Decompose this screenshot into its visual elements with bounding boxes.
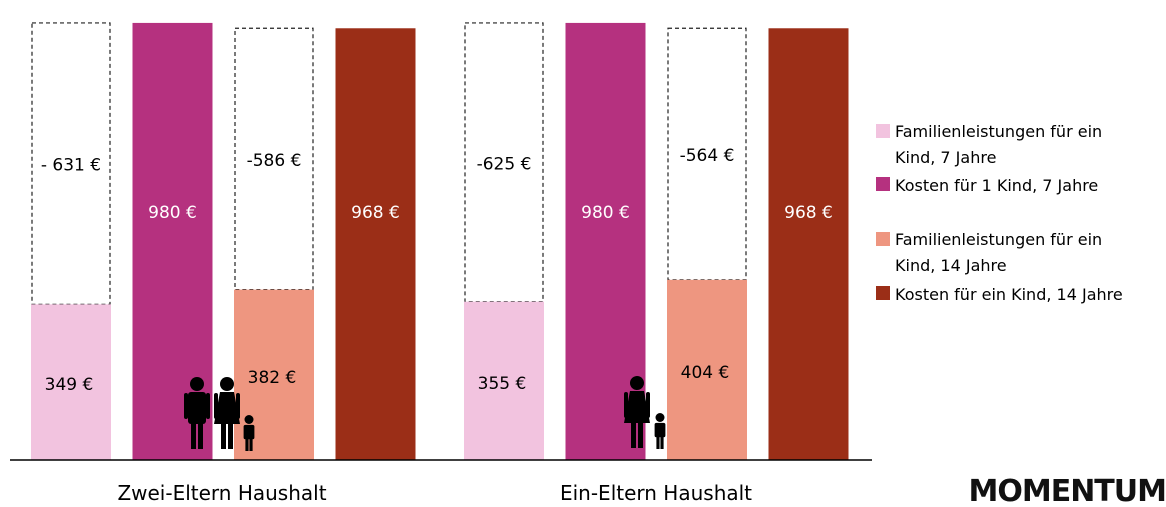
gap-label: -586 € — [247, 151, 302, 171]
bar-value-label: 980 € — [581, 203, 630, 223]
category-label: Zwei-Eltern Haushalt — [117, 481, 326, 503]
bar-value-label: 349 € — [45, 375, 94, 395]
legend-swatch — [876, 124, 890, 138]
gap-label: - 631 € — [41, 156, 101, 176]
legend-label: Kosten für ein Kind, 14 Jahre — [895, 285, 1123, 304]
legend: Familienleistungen für ein Kind, 7 Jahre K… — [876, 122, 1123, 304]
bar — [336, 28, 416, 460]
legend-label: Kind, 7 Jahre — [895, 148, 996, 167]
category-labels: Zwei-Eltern Haushalt Ein-Eltern Haushalt — [117, 481, 752, 503]
bars-layer: - 631 € 349 € -625 € 355 € 980 € 980 € -586 € 3… — [31, 23, 849, 460]
legend-label: Familienleistungen für ein — [895, 122, 1102, 141]
legend-label: Kosten für 1 Kind, 7 Jahre — [895, 176, 1098, 195]
gap-label: -564 € — [680, 146, 735, 166]
bar-value-label: 968 € — [351, 203, 400, 223]
bar-value-label: 382 € — [248, 368, 297, 388]
brand-logo: MOMENTUM — [969, 474, 1166, 503]
bar — [769, 28, 849, 460]
legend-label: Familienleistungen für ein — [895, 230, 1102, 249]
legend-swatch — [876, 286, 890, 300]
legend-swatch — [876, 232, 890, 246]
gap-label: -625 € — [477, 154, 532, 174]
legend-label: Kind, 14 Jahre — [895, 256, 1007, 275]
category-label: Ein-Eltern Haushalt — [560, 481, 752, 503]
bar-value-label: 968 € — [784, 203, 833, 223]
bar-value-label: 355 € — [478, 374, 527, 394]
legend-swatch — [876, 177, 890, 191]
bar-value-label: 980 € — [148, 203, 197, 223]
bar-value-label: 404 € — [681, 363, 730, 383]
